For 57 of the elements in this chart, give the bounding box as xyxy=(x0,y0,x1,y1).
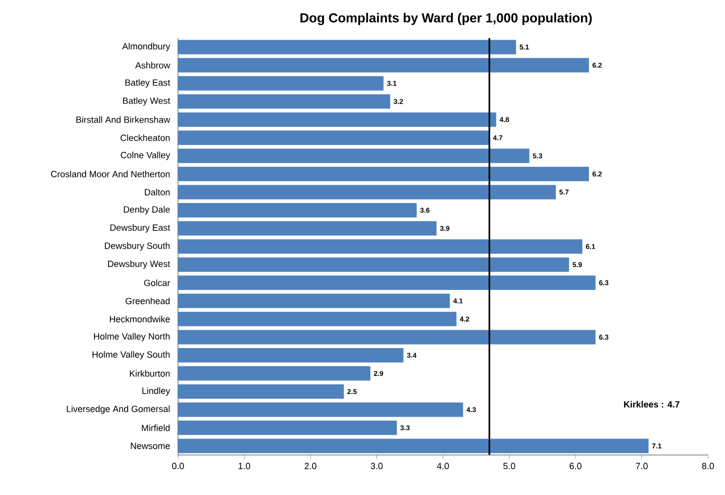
y-tick-label: Colne Valley xyxy=(120,152,170,160)
y-tick-label: Heckmondwike xyxy=(110,316,170,322)
bar xyxy=(178,94,390,109)
bar xyxy=(178,40,516,54)
y-tick-label: Greenhead xyxy=(126,298,170,304)
bar xyxy=(178,221,437,236)
bar xyxy=(178,76,384,91)
bar xyxy=(178,348,404,362)
ref-line-label: Kirklees : 4.7 xyxy=(624,400,680,408)
bar xyxy=(178,294,450,308)
x-tick-label: 7.0 xyxy=(636,462,648,470)
x-tick-label: 5.0 xyxy=(503,462,516,470)
bar xyxy=(178,112,496,127)
bar xyxy=(178,420,397,436)
y-tick-label: Almondbury xyxy=(122,42,170,52)
bar xyxy=(178,366,370,381)
x-tick-label: 1.0 xyxy=(238,462,250,470)
x-tick-label: 8.0 xyxy=(702,462,714,470)
x-tick-label: 0.0 xyxy=(172,462,184,470)
bar xyxy=(178,130,490,145)
y-tick-label: Kirkburton xyxy=(130,370,170,377)
bar xyxy=(178,330,596,344)
x-tick-label: 2.0 xyxy=(304,462,316,470)
y-tick-label: Denby Dale xyxy=(124,206,170,214)
bar xyxy=(178,203,417,218)
y-tick-label: Lindley xyxy=(142,387,170,396)
y-tick-label: Ashbrow xyxy=(135,62,170,69)
x-tick-label: 6.0 xyxy=(570,462,582,470)
y-tick-label: Cleckheaton xyxy=(120,134,170,142)
y-tick-label: Crosland Moor And Netherton xyxy=(51,170,170,178)
y-tick-label: Golcar xyxy=(144,279,170,286)
bar xyxy=(178,148,530,164)
y-tick-label: Batley East xyxy=(125,79,170,88)
bar xyxy=(178,58,589,72)
y-tick-label: Dewsbury West xyxy=(108,260,170,269)
bar xyxy=(178,166,589,182)
y-tick-label: Birstall And Birkenshaw xyxy=(76,116,170,123)
bar xyxy=(178,402,464,417)
y-tick-label: Batley West xyxy=(123,97,170,106)
bar xyxy=(178,384,344,399)
bar xyxy=(178,276,596,290)
bar xyxy=(178,312,456,326)
y-tick-label: Holme Valley North xyxy=(94,332,170,342)
y-tick-label: Newsome xyxy=(130,442,170,450)
bar xyxy=(178,438,649,454)
bar xyxy=(178,257,570,272)
x-tick-label: 4.0 xyxy=(436,462,449,470)
y-tick-label: Mirfield xyxy=(142,424,170,432)
y-tick-label: Dewsbury South xyxy=(104,242,170,251)
y-tick-label: Holme Valley South xyxy=(92,351,170,360)
y-tick-label: Dewsbury East xyxy=(110,224,170,233)
y-tick-label: Liversedge And Gomersal xyxy=(66,405,170,414)
y-tick-label: Dalton xyxy=(144,188,170,196)
bar xyxy=(178,184,556,200)
x-tick-label: 3.0 xyxy=(370,462,383,470)
bar xyxy=(178,239,582,254)
chart-title: Dog Complaints by Ward (per 1,000 population) xyxy=(300,12,592,26)
